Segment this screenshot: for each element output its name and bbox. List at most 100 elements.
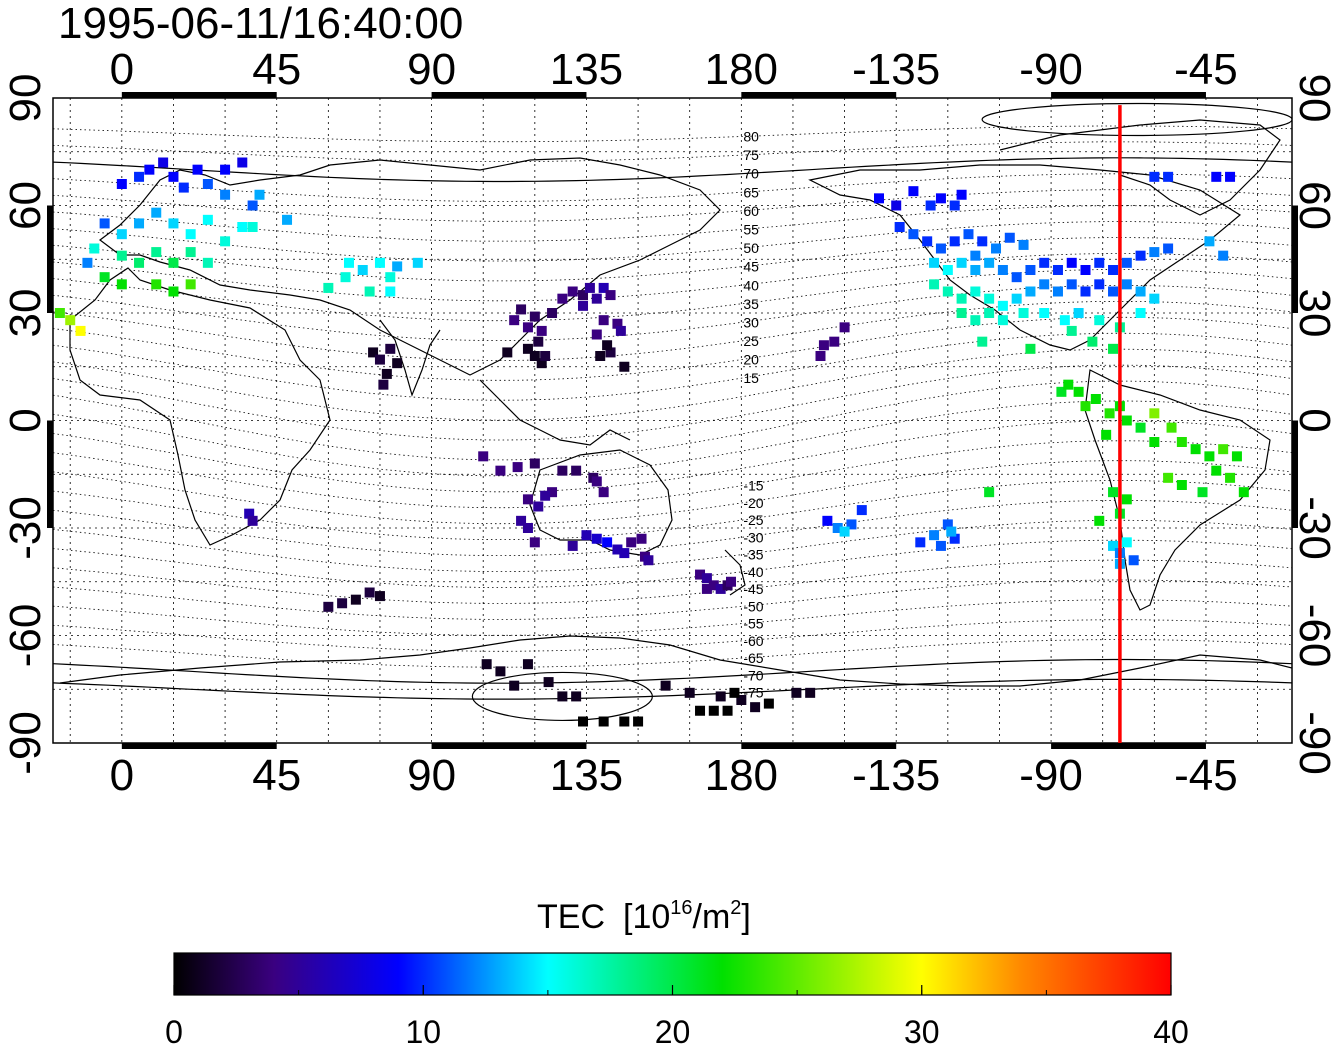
coast-india — [379, 319, 441, 397]
tec-cell — [891, 200, 902, 211]
tec-cell — [894, 222, 905, 232]
tec-cell — [557, 465, 568, 476]
contour-line — [53, 237, 1292, 282]
contour-label: -30 — [743, 529, 763, 545]
tec-cell — [922, 236, 933, 247]
tec-cell — [822, 515, 833, 526]
tec-cell — [522, 523, 533, 533]
tec-cell — [763, 698, 774, 709]
contour-line — [53, 253, 1292, 302]
tec-cell — [1052, 286, 1063, 297]
right-latitude-labels: 90 60 30 0 -30 -60 -90 — [1290, 74, 1339, 775]
tec-cell — [977, 236, 988, 247]
tec-cell — [684, 687, 695, 698]
contour-line — [53, 221, 1292, 262]
tec-cell — [158, 157, 169, 168]
tec-observation-cells — [54, 157, 1249, 727]
tec-cell — [529, 311, 540, 322]
contour-line — [53, 316, 1292, 381]
tec-cell — [997, 300, 1008, 311]
tec-cell — [591, 293, 602, 304]
contour-line — [53, 460, 1292, 525]
contour-line — [53, 658, 1292, 684]
tec-cell — [997, 265, 1008, 275]
tec-cell — [984, 308, 995, 318]
tec-cell — [949, 200, 960, 211]
tec-cell — [602, 537, 613, 548]
tec-cell — [605, 347, 616, 358]
tec-cell — [791, 687, 802, 698]
tec-cell — [571, 465, 582, 476]
tec-cell — [116, 250, 127, 261]
coast-north-america — [808, 164, 1242, 351]
tec-cell — [956, 189, 967, 200]
tec-cell — [1238, 487, 1249, 498]
tec-cell — [1204, 451, 1215, 462]
tec-cell — [254, 189, 265, 200]
tec-cell — [636, 533, 647, 544]
lat-tick-label-left: -90 — [1, 711, 50, 775]
tec-cell — [134, 257, 145, 268]
tec-cell — [1101, 429, 1112, 440]
contour-label: 30 — [743, 314, 759, 330]
contour-label: -20 — [743, 495, 763, 511]
tec-cell — [602, 340, 613, 351]
tec-cell — [815, 351, 826, 361]
lat-tick-label-left: -60 — [1, 604, 50, 668]
contour-label: 60 — [743, 203, 759, 219]
coast-new-zealand — [724, 549, 746, 596]
tec-cell — [1039, 257, 1050, 268]
lon-tick-label-bottom: 0 — [110, 751, 134, 800]
tec-cell — [151, 279, 162, 290]
tec-cell — [984, 293, 995, 304]
tec-cell — [578, 716, 589, 727]
tec-cell — [591, 476, 602, 487]
tec-cell — [1108, 343, 1119, 354]
coast-australia — [529, 449, 673, 556]
tec-cell — [1073, 308, 1084, 318]
tec-cell — [134, 218, 145, 229]
tec-cell — [1190, 444, 1201, 455]
tec-cell — [1121, 279, 1132, 290]
contour-label: 40 — [743, 277, 759, 293]
tec-cell — [220, 189, 231, 200]
contour-label: 20 — [743, 352, 759, 368]
tec-cell — [1135, 308, 1146, 318]
tec-cell — [619, 361, 630, 372]
tec-cell — [626, 537, 637, 548]
tec-cell — [337, 598, 348, 609]
tec-cell — [412, 257, 423, 268]
colorbar-ticks: 0 10 20 30 40 — [165, 985, 1189, 1050]
tec-cell — [598, 315, 609, 326]
tec-cell — [151, 247, 162, 258]
contour-line — [53, 205, 1292, 242]
tec-cell — [1039, 279, 1050, 290]
contour-label: -40 — [743, 564, 763, 580]
tec-cell — [1087, 336, 1098, 347]
contour-label: -65 — [743, 650, 763, 666]
map-border-bars — [47, 92, 1298, 749]
tec-cell — [392, 358, 403, 369]
tec-cell — [247, 200, 258, 211]
tec-cell — [378, 379, 389, 390]
contour-label: -25 — [743, 512, 763, 528]
tec-cell — [368, 347, 379, 358]
tec-cell — [220, 236, 231, 247]
tec-cell — [929, 257, 940, 268]
tec-cell — [1218, 250, 1229, 261]
tec-cell — [1225, 472, 1236, 483]
tec-cell — [533, 501, 544, 512]
tec-cell — [557, 691, 568, 702]
tec-cell — [726, 576, 737, 587]
tec-cell — [1211, 171, 1222, 182]
tec-cell — [1011, 272, 1022, 283]
tec-cell — [1149, 247, 1160, 258]
contour-line — [53, 559, 1292, 604]
tec-cell — [997, 315, 1008, 326]
coast-africa-europe — [69, 267, 331, 546]
lon-tick-label-top: -90 — [1019, 45, 1083, 94]
tec-cell — [323, 282, 334, 293]
lon-tick-label-bottom: 90 — [407, 751, 456, 800]
tec-cell — [829, 336, 840, 347]
tec-cell — [963, 229, 974, 240]
